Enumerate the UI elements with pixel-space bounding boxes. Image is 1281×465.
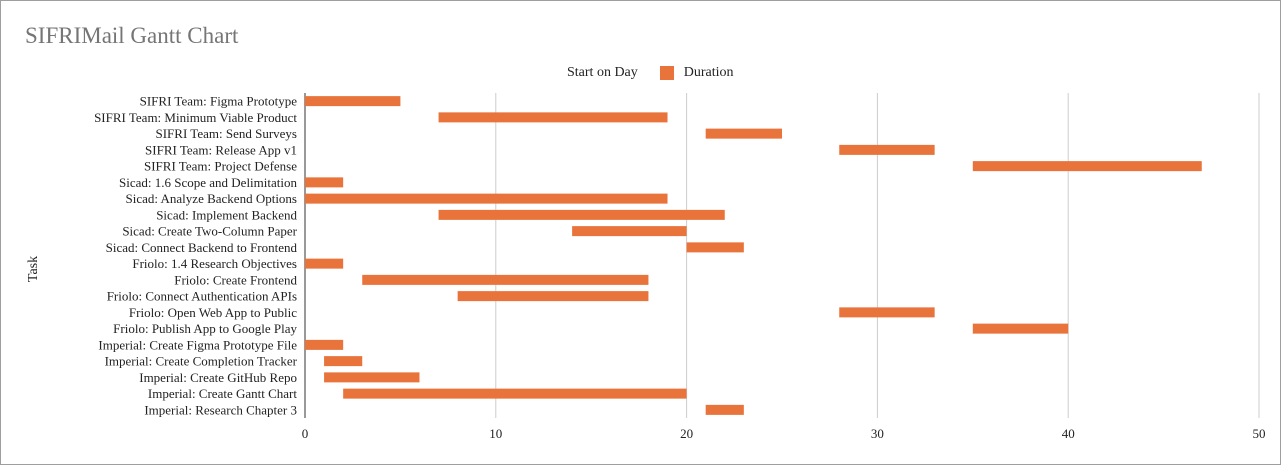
duration-bar (324, 356, 363, 367)
y-tick-label: SIFRI Team: Minimum Viable Product (94, 110, 297, 125)
duration-bar (324, 372, 420, 383)
legend-item-start: Start on Day (567, 65, 638, 81)
duration-bar (305, 96, 401, 107)
x-tick-label: 30 (871, 426, 884, 441)
y-tick-label: Sicad: Implement Backend (156, 207, 297, 222)
duration-bar (972, 323, 1069, 334)
duration-bar (457, 291, 649, 302)
y-tick-label: SIFRI Team: Release App v1 (145, 142, 297, 157)
duration-bar (305, 177, 344, 188)
y-tick-label: SIFRI Team: Project Defense (144, 159, 297, 174)
y-tick-label: Sicad: Analyze Backend Options (126, 191, 298, 206)
y-tick-label: Friolo: 1.4 Research Objectives (132, 256, 297, 271)
x-tick-label: 20 (680, 426, 693, 441)
duration-bar (305, 339, 344, 350)
x-tick-label: 40 (1062, 426, 1075, 441)
x-tick-label: 50 (1253, 426, 1266, 441)
y-tick-label: Sicad: Create Two-Column Paper (122, 224, 297, 239)
duration-bar (438, 112, 668, 123)
duration-bar (305, 258, 344, 269)
y-tick-label: Sicad: Connect Backend to Frontend (106, 240, 298, 255)
y-tick-label: Friolo: Publish App to Google Play (113, 321, 297, 336)
duration-bar (839, 307, 935, 318)
duration-bar (305, 193, 668, 204)
duration-bar (343, 388, 687, 399)
duration-bar (839, 144, 935, 155)
legend-label-start: Start on Day (567, 65, 638, 80)
y-tick-label: Imperial: Create Figma Prototype File (98, 337, 297, 352)
legend-item-duration: Duration (659, 65, 734, 81)
y-tick-label: Friolo: Create Frontend (174, 272, 297, 287)
y-tick-label: Friolo: Open Web App to Public (129, 305, 297, 320)
y-tick-label: Imperial: Create Gantt Chart (148, 386, 297, 401)
duration-bar (362, 274, 649, 285)
y-tick-label: Friolo: Connect Authentication APIs (107, 289, 297, 304)
legend-label-duration: Duration (683, 65, 734, 80)
duration-bar (705, 128, 782, 139)
y-axis-title: Task (26, 256, 41, 282)
y-tick-label: Imperial: Create GitHub Repo (139, 370, 297, 385)
y-tick-label: Imperial: Research Chapter 3 (144, 402, 297, 417)
y-tick-label: SIFRI Team: Figma Prototype (140, 94, 298, 109)
duration-bar (705, 404, 744, 415)
legend: Start on Day Duration (567, 64, 734, 82)
y-tick-label: Sicad: 1.6 Scope and Delimitation (119, 175, 297, 190)
x-tick-label: 0 (302, 426, 309, 441)
y-tick-label: SIFRI Team: Send Surveys (156, 126, 298, 141)
duration-bar (972, 161, 1202, 172)
duration-bar (572, 226, 687, 237)
x-tick-label: 10 (489, 426, 502, 441)
legend-swatch-duration (659, 66, 674, 80)
duration-bar (438, 209, 725, 220)
y-tick-label: Imperial: Create Completion Tracker (105, 354, 298, 369)
chart-title: SIFRIMail Gantt Chart (25, 23, 239, 48)
duration-bar (686, 242, 744, 253)
